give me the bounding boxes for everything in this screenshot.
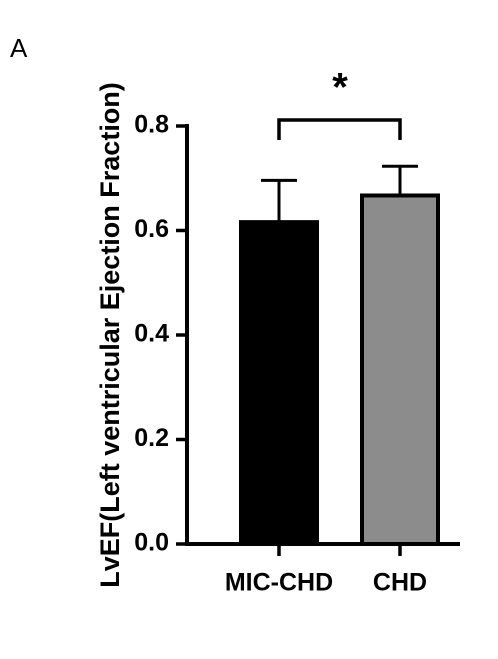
x-tick-label: CHD bbox=[373, 569, 427, 597]
y-tick-label: 0.4 bbox=[134, 320, 169, 348]
y-tick-label: 0.2 bbox=[134, 424, 169, 452]
y-tick-label: 0.6 bbox=[134, 215, 169, 243]
x-tick-label: MIC-CHD bbox=[225, 569, 333, 597]
significance-bracket bbox=[277, 118, 402, 140]
significance-marker: * bbox=[332, 66, 348, 110]
y-axis-label: LvEF(Left ventricular Ejection Fraction) bbox=[95, 82, 125, 588]
bar bbox=[239, 220, 319, 546]
panel-label: A bbox=[10, 33, 28, 63]
y-tick-label: 0.0 bbox=[134, 529, 169, 557]
y-tick-label: 0.8 bbox=[134, 111, 169, 139]
bar bbox=[360, 193, 440, 546]
